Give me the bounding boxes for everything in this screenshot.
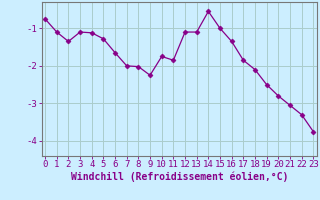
X-axis label: Windchill (Refroidissement éolien,°C): Windchill (Refroidissement éolien,°C) (70, 172, 288, 182)
